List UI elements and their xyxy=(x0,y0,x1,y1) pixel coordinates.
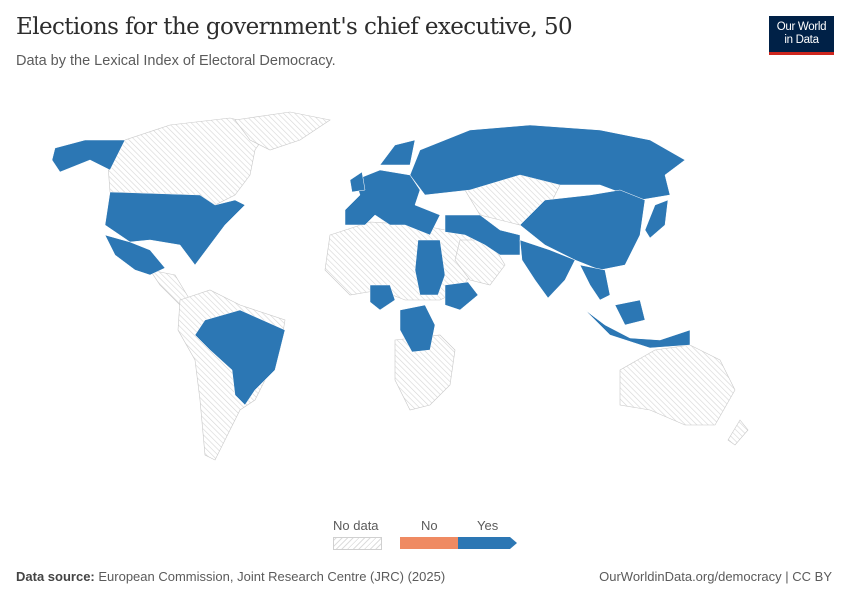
legend-arrow-icon xyxy=(510,537,517,549)
region-canada[interactable] xyxy=(107,117,271,206)
region-europe[interactable] xyxy=(344,169,441,236)
source-text: European Commission, Joint Research Cent… xyxy=(94,569,446,584)
world-map[interactable] xyxy=(0,90,850,510)
region-dr-congo[interactable] xyxy=(399,304,436,353)
region-greenland[interactable] xyxy=(234,111,331,151)
region-new-zealand[interactable] xyxy=(727,419,749,446)
region-southeast-asia[interactable] xyxy=(579,264,611,301)
region-turkey-iran[interactable] xyxy=(444,214,521,256)
region-indonesia[interactable] xyxy=(584,299,691,349)
region-russia[interactable] xyxy=(409,124,686,201)
region-india[interactable] xyxy=(519,239,576,299)
data-source: Data source: European Commission, Joint … xyxy=(16,569,445,584)
chart-subtitle: Data by the Lexical Index of Electoral D… xyxy=(16,53,336,69)
region-mexico[interactable] xyxy=(104,234,166,276)
source-label: Data source: xyxy=(16,569,95,584)
region-china[interactable] xyxy=(519,189,646,271)
license-link[interactable]: OurWorldinData.org/democracy | CC BY xyxy=(599,569,832,584)
legend-label-no-data: No data xyxy=(333,518,379,533)
region-nigeria[interactable] xyxy=(369,284,396,311)
region-japan[interactable] xyxy=(644,199,669,239)
region-australia[interactable] xyxy=(619,344,736,426)
region-brazil[interactable] xyxy=(194,309,286,406)
chart-title: Elections for the government's chief exe… xyxy=(16,14,573,40)
region-southern-africa[interactable] xyxy=(394,334,456,411)
region-alaska[interactable] xyxy=(51,139,126,173)
region-ethiopia[interactable] xyxy=(444,281,479,311)
logo-text-1: Our World xyxy=(776,21,827,33)
region-sudan[interactable] xyxy=(414,239,446,296)
legend-swatch-no[interactable] xyxy=(400,537,458,549)
legend-label-yes: Yes xyxy=(477,518,499,533)
legend-swatch-yes[interactable] xyxy=(458,537,510,549)
legend-swatch-no-data[interactable] xyxy=(333,537,382,550)
logo-text-2: in Data xyxy=(784,34,819,46)
owid-logo[interactable]: Our World in Data xyxy=(769,16,834,55)
legend-label-no: No xyxy=(421,518,438,533)
region-uk-scandinavia[interactable] xyxy=(349,139,416,193)
